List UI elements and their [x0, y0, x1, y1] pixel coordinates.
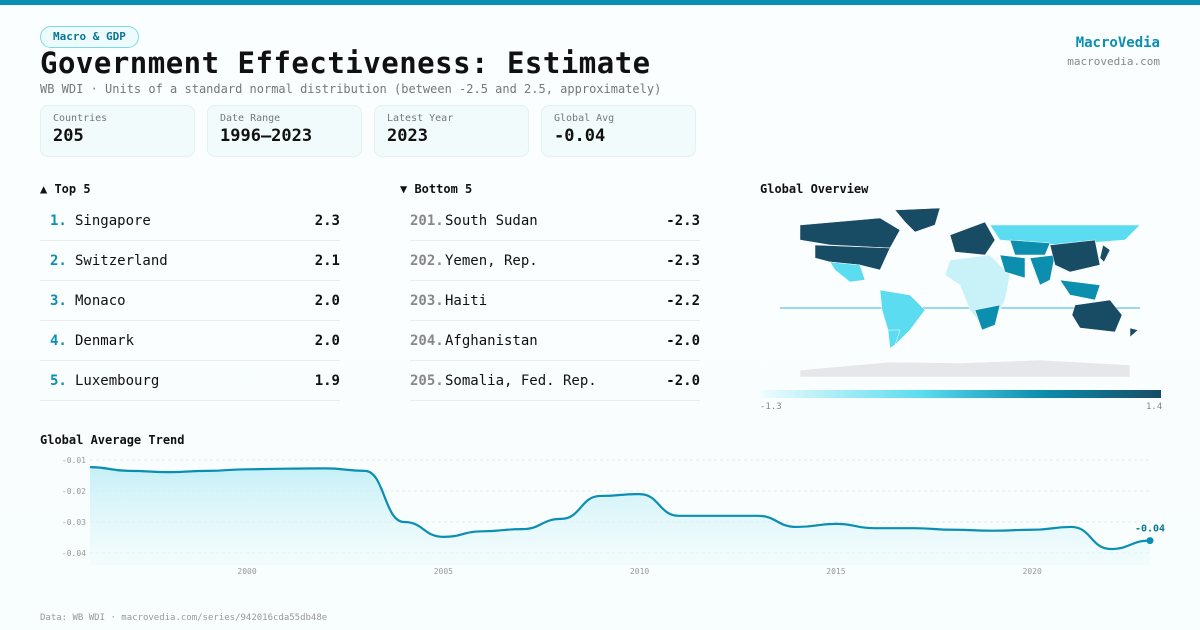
country-name: Monaco: [75, 292, 126, 309]
rank: 204.: [410, 332, 444, 349]
map-region-southeast-asia[interactable]: [1059, 279, 1101, 301]
x-tick-label: 2005: [434, 567, 453, 576]
country-value: 1.9: [314, 372, 340, 389]
map-region-china[interactable]: [1049, 239, 1101, 273]
x-tick-label: 2000: [237, 567, 256, 576]
top5-heading: ▲ Top 5: [40, 182, 91, 196]
country-value: -2.0: [666, 372, 700, 389]
x-tick-label: 2010: [630, 567, 649, 576]
list-item[interactable]: 4. Denmark 2.0: [40, 321, 340, 361]
country-value: 2.1: [314, 252, 340, 269]
country-name: Luxembourg: [75, 372, 160, 389]
country-value: 2.0: [314, 292, 340, 309]
trend-area: [90, 467, 1150, 565]
map-region-southern-cone[interactable]: [887, 329, 901, 349]
stat-value: 205: [53, 126, 84, 146]
page-title: Government Effectiveness: Estimate: [40, 46, 651, 80]
map-region-southern-africa[interactable]: [974, 304, 1001, 331]
footer-source: Data: WB WDI · macrovedia.com/series/942…: [40, 613, 328, 623]
list-item[interactable]: 203. Haiti -2.2: [410, 281, 700, 321]
top5-list: 1. Singapore 2.3 2. Switzerland 2.1 3. Monaco 2.…: [40, 201, 340, 401]
country-value: -2.2: [666, 292, 700, 309]
stat-latest-year: Latest Year 2023: [374, 105, 529, 157]
y-tick-label: -0.01: [62, 456, 86, 465]
list-item[interactable]: 201. South Sudan -2.3: [410, 201, 700, 241]
legend-min: -1.3: [760, 402, 782, 412]
list-item[interactable]: 3. Monaco 2.0: [40, 281, 340, 321]
stat-label: Date Range: [220, 113, 281, 124]
country-value: 2.0: [314, 332, 340, 349]
stat-countries: Countries 205: [40, 105, 195, 157]
x-tick-label: 2015: [826, 567, 845, 576]
map-region-australia[interactable]: [1071, 299, 1123, 333]
rank: 5.: [50, 372, 67, 389]
rank: 3.: [50, 292, 67, 309]
stat-value: 1996–2023: [220, 126, 313, 146]
y-tick-label: -0.02: [62, 487, 86, 496]
stat-value: 2023: [387, 126, 428, 146]
map-region-mexico[interactable]: [829, 261, 866, 283]
country-value: 2.3: [314, 212, 340, 229]
country-name: Singapore: [75, 212, 151, 229]
x-tick-label: 2020: [1023, 567, 1042, 576]
stat-label: Latest Year: [387, 113, 454, 124]
country-name: Somalia, Fed. Rep.: [445, 372, 597, 389]
country-value: -2.3: [666, 212, 700, 229]
map-region-japan[interactable]: [1099, 244, 1111, 263]
list-item[interactable]: 205. Somalia, Fed. Rep. -2.0: [410, 361, 700, 401]
country-value: -2.3: [666, 252, 700, 269]
top-accent-bar: [0, 0, 1200, 5]
stat-label: Countries: [53, 113, 108, 124]
last-value-label: -0.04: [1135, 524, 1165, 535]
rank: 4.: [50, 332, 67, 349]
stat-label: Global Avg: [554, 113, 615, 124]
list-item[interactable]: 2. Switzerland 2.1: [40, 241, 340, 281]
page-subtitle: WB WDI · Units of a standard normal dist…: [40, 82, 662, 96]
trend-heading: Global Average Trend: [40, 433, 185, 447]
rank: 205.: [410, 372, 444, 389]
stat-date-range: Date Range 1996–2023: [207, 105, 362, 157]
y-tick-label: -0.03: [62, 518, 86, 527]
category-tag[interactable]: Macro & GDP: [40, 26, 139, 48]
country-name: Yemen, Rep.: [445, 252, 538, 269]
bottom5-heading: ▼ Bottom 5: [400, 182, 473, 196]
legend-max: 1.4: [1146, 402, 1163, 412]
data-point: [1146, 537, 1154, 545]
rank: 1.: [50, 212, 67, 229]
bottom5-list: 201. South Sudan -2.3 202. Yemen, Rep. -2.3 20…: [410, 201, 700, 401]
country-name: Denmark: [75, 332, 135, 349]
list-item[interactable]: 1. Singapore 2.3: [40, 201, 340, 241]
country-name: Switzerland: [75, 252, 168, 269]
stat-value: -0.04: [554, 126, 606, 146]
list-item[interactable]: 5. Luxembourg 1.9: [40, 361, 340, 401]
list-item[interactable]: 204. Afghanistan -2.0: [410, 321, 700, 361]
map-region-india[interactable]: [1029, 254, 1056, 286]
brand-name[interactable]: MacroVedia: [1075, 35, 1160, 51]
rank: 201.: [410, 212, 444, 229]
brand-url[interactable]: macrovedia.com: [1067, 55, 1160, 68]
country-value: -2.0: [666, 332, 700, 349]
y-tick-label: -0.04: [62, 549, 86, 558]
country-name: Haiti: [445, 292, 488, 309]
country-name: South Sudan: [445, 212, 538, 229]
map-color-legend: [760, 390, 1161, 398]
map-heading: Global Overview: [760, 182, 869, 196]
rank: 202.: [410, 252, 444, 269]
map-region-europe[interactable]: [949, 221, 996, 256]
map-region-middle-east[interactable]: [999, 254, 1026, 279]
map-region-central-asia[interactable]: [1009, 239, 1051, 256]
rank: 203.: [410, 292, 444, 309]
trend-line: [89, 466, 1151, 551]
map-region-greenland[interactable]: [894, 207, 941, 233]
map-region-new-zealand[interactable]: [1129, 327, 1139, 338]
stat-global-avg: Global Avg -0.04: [541, 105, 696, 157]
rank: 2.: [50, 252, 67, 269]
list-item[interactable]: 202. Yemen, Rep. -2.3: [410, 241, 700, 281]
map-region-antarctica[interactable]: [799, 359, 1131, 378]
country-name: Afghanistan: [445, 332, 538, 349]
